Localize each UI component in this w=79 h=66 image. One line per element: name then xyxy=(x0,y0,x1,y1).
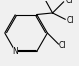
Text: Cl: Cl xyxy=(67,16,74,25)
Text: Cl: Cl xyxy=(65,0,73,5)
Text: N: N xyxy=(13,47,18,56)
Text: Cl: Cl xyxy=(59,41,66,50)
